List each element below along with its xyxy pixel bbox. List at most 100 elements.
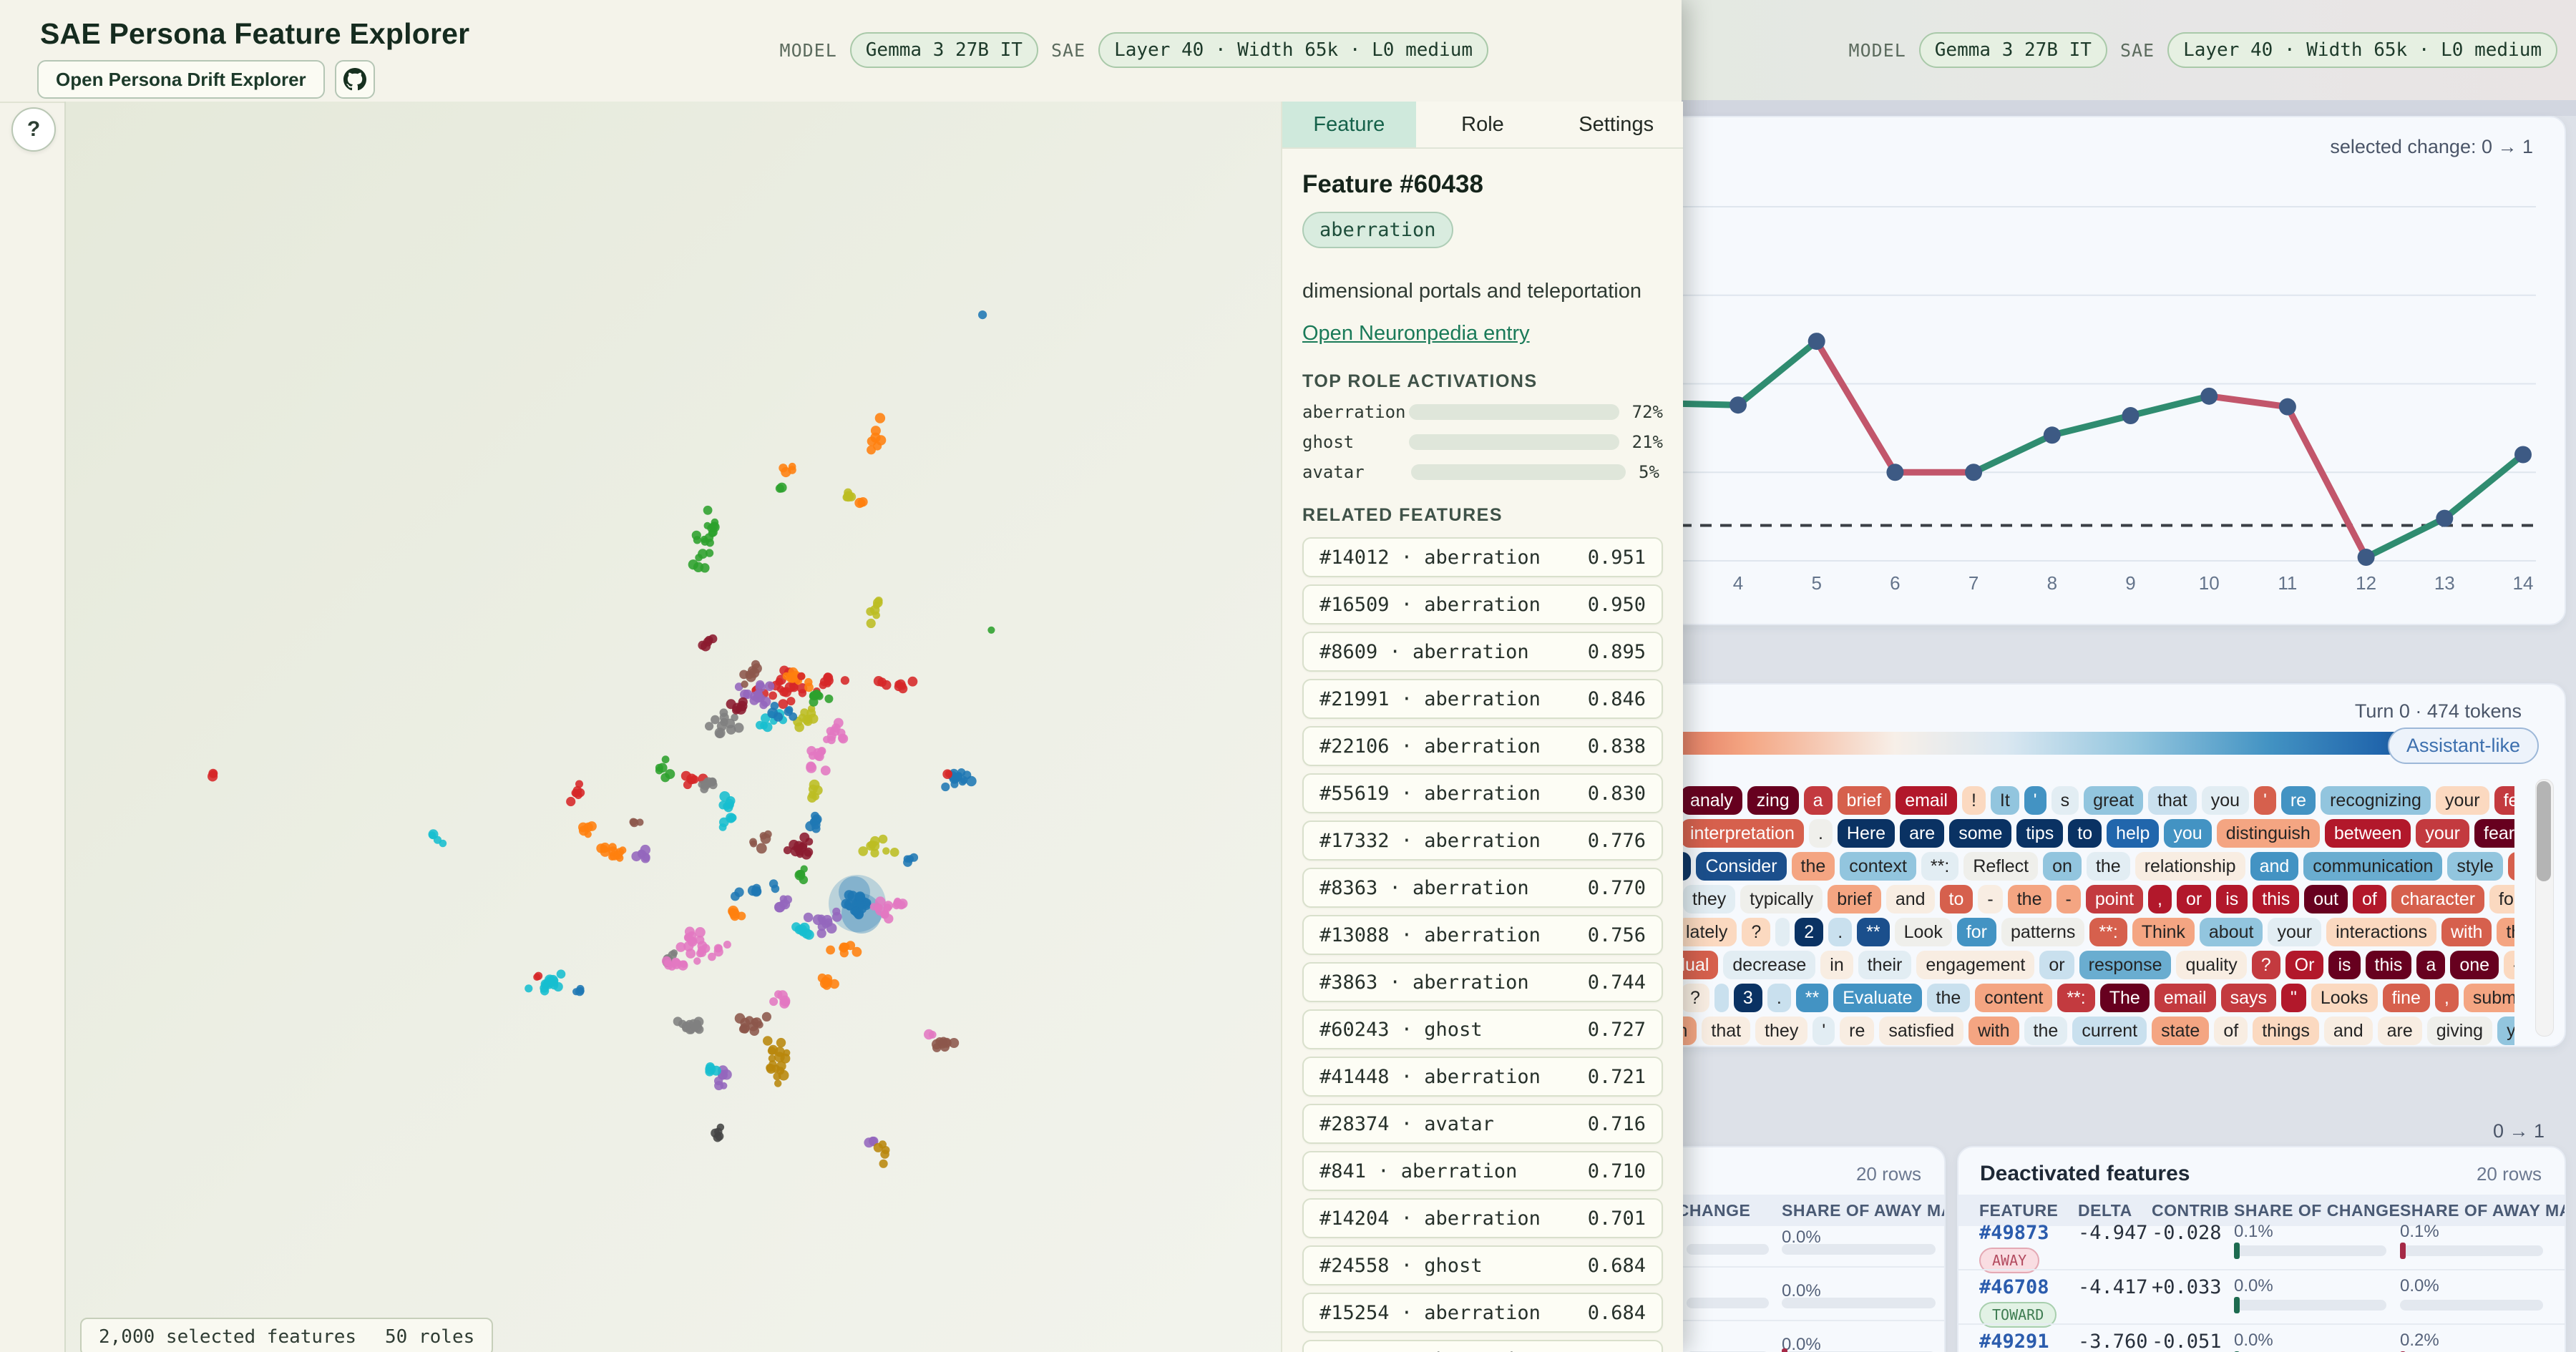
feature-dot[interactable] — [719, 712, 729, 722]
token-chip[interactable]: ion — [1682, 1017, 1697, 1045]
feature-dot[interactable] — [822, 915, 833, 926]
token-chip[interactable]: ? — [2251, 951, 2280, 979]
feature-dot[interactable] — [759, 700, 768, 710]
token-chip[interactable]: **: — [2057, 984, 2095, 1012]
feature-dot[interactable] — [795, 871, 803, 878]
feature-dot[interactable] — [693, 1023, 703, 1033]
related-feature-item[interactable]: #3863 · aberration 0.744 — [1302, 962, 1663, 1002]
token-chip[interactable]: relationship — [2135, 852, 2245, 881]
feature-dot[interactable] — [811, 814, 822, 825]
chart-point[interactable] — [2436, 509, 2454, 527]
feature-dot[interactable] — [578, 822, 588, 833]
feature-dot[interactable] — [673, 1017, 683, 1027]
token-chip[interactable]: Think — [2132, 918, 2195, 946]
feature-dot[interactable] — [675, 942, 686, 952]
token-chip[interactable] — [1714, 984, 1729, 1012]
token-chip[interactable]: content — [1975, 984, 2053, 1012]
token-chip[interactable]: 3 — [1733, 984, 1762, 1012]
token-chip[interactable]: to — [2068, 819, 2102, 848]
feature-dot[interactable] — [749, 1026, 759, 1036]
feature-dot[interactable] — [660, 773, 670, 783]
feature-dot[interactable] — [806, 745, 816, 756]
feature-dot[interactable] — [767, 1047, 776, 1055]
token-chip[interactable]: and — [1885, 885, 1935, 913]
token-chip[interactable]: ? — [1742, 918, 1771, 946]
token-chip[interactable]: Looks — [2311, 984, 2378, 1012]
feature-dot[interactable] — [734, 887, 744, 897]
feature-dot[interactable] — [870, 426, 881, 436]
feature-dot[interactable] — [966, 775, 977, 787]
token-chip[interactable]: giving — [2426, 1017, 2493, 1045]
chart-point[interactable] — [1886, 464, 1904, 481]
token-chip[interactable]: interactions — [2326, 918, 2436, 946]
feature-dot[interactable] — [858, 846, 868, 856]
feature-dot[interactable] — [874, 413, 886, 423]
token-chip[interactable]: , — [2434, 984, 2459, 1012]
token-chip[interactable]: the — [2086, 852, 2130, 881]
related-feature-item[interactable]: #24558 · ghost 0.684 — [1302, 1245, 1663, 1285]
token-chip[interactable]: style — [2447, 852, 2503, 881]
feature-dot[interactable] — [545, 976, 555, 986]
feature-dot[interactable] — [661, 755, 670, 764]
token-chip[interactable]: out — [2304, 885, 2348, 913]
token-chip[interactable] — [1775, 918, 1790, 946]
feature-dot[interactable] — [941, 782, 950, 792]
feature-dot[interactable] — [874, 903, 883, 912]
token-chip[interactable]: you — [2164, 819, 2212, 848]
token-scrollbar[interactable] — [2535, 779, 2554, 1037]
token-chip[interactable]: you — [2497, 1017, 2514, 1045]
chart-point[interactable] — [2122, 407, 2140, 425]
feature-link[interactable]: #49291 — [1979, 1331, 2049, 1352]
feature-dot[interactable] — [698, 948, 707, 957]
feature-dot[interactable] — [839, 949, 849, 958]
feature-dot[interactable] — [840, 676, 849, 685]
related-feature-item[interactable]: #17332 · aberration 0.776 — [1302, 820, 1663, 861]
feature-dot[interactable] — [763, 1036, 773, 1046]
feature-dot[interactable] — [724, 798, 734, 809]
feature-dot[interactable] — [784, 682, 796, 693]
feature-dot[interactable] — [808, 784, 818, 794]
token-chip[interactable]: , — [2148, 885, 2172, 913]
token-chip[interactable]: **: — [2089, 918, 2127, 946]
token-chip[interactable]: your — [2435, 786, 2489, 815]
feature-dot[interactable] — [584, 831, 592, 838]
token-chip[interactable]: a — [1803, 786, 1833, 815]
chart-point[interactable] — [1965, 464, 1983, 481]
token-chip[interactable]: in — [1820, 951, 1853, 979]
related-feature-item[interactable]: #15254 · aberration 0.684 — [1302, 1293, 1663, 1333]
feature-dot[interactable] — [428, 831, 436, 839]
feature-dot[interactable] — [879, 1159, 888, 1168]
feature-dot[interactable] — [805, 838, 814, 846]
feature-dot[interactable] — [783, 846, 792, 855]
feature-dot[interactable] — [703, 505, 713, 515]
feature-dot[interactable] — [575, 780, 583, 788]
feature-dot[interactable] — [756, 1021, 763, 1029]
feature-dot[interactable] — [753, 690, 763, 699]
feature-dot[interactable] — [769, 879, 779, 888]
feature-dot[interactable] — [826, 732, 836, 741]
feature-dot[interactable] — [824, 694, 834, 703]
token-chip[interactable]: ** — [1682, 852, 1692, 881]
feature-dot[interactable] — [781, 466, 791, 478]
related-feature-item[interactable]: #14204 · aberration 0.701 — [1302, 1198, 1663, 1238]
token-chip[interactable]: engagement — [1916, 951, 2035, 979]
token-chip[interactable]: to — [1939, 885, 1974, 913]
feature-dot[interactable] — [770, 702, 779, 710]
token-chip[interactable]: Reflect — [1963, 852, 2039, 881]
feature-dot[interactable] — [882, 847, 890, 855]
feature-dot[interactable] — [756, 843, 767, 854]
token-chip[interactable]: of — [2507, 852, 2514, 881]
feature-dot[interactable] — [823, 974, 833, 984]
token-chip[interactable]: ** — [1857, 918, 1890, 946]
token-chip[interactable]: " — [2280, 984, 2306, 1012]
related-feature-item[interactable]: #21991 · aberration 0.846 — [1302, 679, 1663, 719]
token-chip[interactable]: point — [2085, 885, 2144, 913]
token-chip[interactable]: help — [2107, 819, 2160, 848]
chart-point[interactable] — [1807, 333, 1825, 351]
token-chip[interactable]: recognizing — [2321, 786, 2431, 815]
feature-dot[interactable] — [705, 1064, 716, 1075]
feature-dot[interactable] — [761, 713, 771, 723]
token-chip[interactable]: zing — [1747, 786, 1799, 815]
token-chip[interactable]: or — [2039, 951, 2074, 979]
feature-dot[interactable] — [566, 796, 576, 807]
